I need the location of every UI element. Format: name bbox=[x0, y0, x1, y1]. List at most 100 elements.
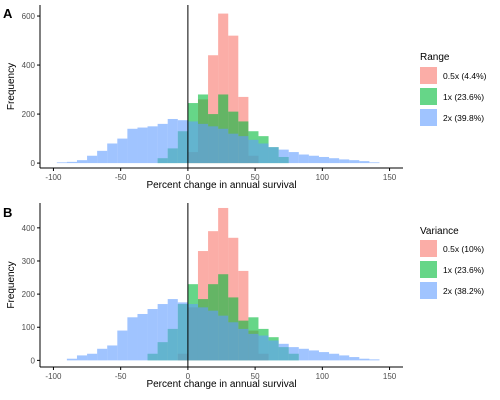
histogram-bar bbox=[208, 310, 219, 361]
histogram-bar bbox=[329, 158, 340, 164]
histogram-bar bbox=[228, 35, 239, 164]
x-tick-label: 50 bbox=[251, 372, 260, 381]
histogram-bar bbox=[97, 150, 108, 164]
histogram-bar bbox=[177, 302, 188, 361]
histogram-bar bbox=[298, 348, 309, 361]
y-tick-label: 0 bbox=[31, 159, 36, 168]
histogram-bar bbox=[308, 350, 319, 361]
histogram-bar bbox=[218, 13, 229, 164]
histogram-bar bbox=[218, 128, 229, 164]
y-tick-label: 200 bbox=[22, 290, 36, 299]
histogram-bar bbox=[197, 307, 209, 361]
histogram-bar bbox=[167, 299, 178, 361]
legend-label: 2x (39.8%) bbox=[443, 113, 484, 123]
histogram-bar bbox=[349, 160, 360, 164]
histogram-bar bbox=[76, 355, 88, 361]
histogram-bar bbox=[339, 355, 350, 361]
y-axis-title: Frequency bbox=[6, 63, 17, 110]
histogram-bar bbox=[278, 149, 289, 164]
histogram-bar bbox=[318, 352, 330, 361]
panel-label: A bbox=[3, 6, 13, 21]
legend-swatch bbox=[420, 109, 437, 126]
histogram-bar bbox=[107, 143, 118, 164]
histogram-bar bbox=[369, 162, 380, 164]
histogram-bar bbox=[238, 136, 249, 164]
x-tick-label: -100 bbox=[45, 173, 62, 182]
histogram-bar bbox=[278, 343, 289, 361]
histogram-bar bbox=[157, 304, 168, 361]
histogram-bar bbox=[268, 340, 279, 361]
histogram-bar bbox=[298, 154, 309, 164]
x-tick-label: 0 bbox=[186, 173, 191, 182]
histogram-bar bbox=[339, 159, 350, 164]
histogram-bar bbox=[117, 138, 128, 164]
histogram-bar bbox=[66, 358, 77, 361]
histogram-bar bbox=[76, 160, 88, 164]
x-tick-label: 0 bbox=[186, 372, 191, 381]
histogram-bar bbox=[66, 161, 77, 164]
x-axis-title: Percent change in annual survival bbox=[146, 379, 296, 390]
y-tick-label: 0 bbox=[31, 356, 36, 365]
histogram-bar bbox=[177, 120, 188, 164]
histogram-bar bbox=[87, 155, 98, 164]
histogram-bar bbox=[248, 139, 259, 164]
histogram-bar bbox=[288, 152, 299, 164]
histogram-bar bbox=[238, 270, 249, 361]
y-tick-label: 300 bbox=[22, 257, 36, 266]
histogram-bar bbox=[288, 347, 299, 361]
histogram-bar bbox=[197, 123, 209, 164]
histogram-bar bbox=[117, 330, 128, 361]
histogram-bar bbox=[268, 147, 279, 164]
legend-swatch bbox=[420, 240, 437, 257]
x-tick-label: 150 bbox=[383, 173, 397, 182]
x-tick-label: -50 bbox=[115, 372, 127, 381]
x-axis-title: Percent change in annual survival bbox=[146, 180, 296, 191]
histogram-bar bbox=[369, 359, 380, 361]
histogram-bar bbox=[187, 304, 198, 361]
histogram-bar bbox=[87, 353, 98, 361]
histogram-bar bbox=[137, 313, 148, 361]
legend-label: 2x (38.2%) bbox=[443, 286, 484, 296]
histogram-bar bbox=[359, 161, 370, 164]
legend-label: 1x (23.6%) bbox=[443, 92, 484, 102]
histogram-bar bbox=[228, 133, 239, 164]
histogram-bar bbox=[107, 345, 118, 361]
histogram-bar bbox=[167, 118, 178, 164]
legend-label: 0.5x (10%) bbox=[443, 244, 484, 254]
histogram-bar bbox=[147, 309, 158, 361]
x-tick-label: 50 bbox=[251, 173, 260, 182]
x-tick-label: -50 bbox=[115, 173, 127, 182]
legend-swatch bbox=[420, 88, 437, 105]
legend-title: Variance bbox=[420, 226, 459, 237]
panel-label: B bbox=[3, 205, 12, 220]
histogram-bar bbox=[349, 357, 360, 361]
legend-swatch bbox=[420, 282, 437, 299]
histogram-bar bbox=[318, 156, 330, 164]
x-tick-label: 100 bbox=[316, 173, 330, 182]
y-tick-label: 600 bbox=[22, 12, 36, 21]
histogram-bar bbox=[127, 128, 138, 164]
histogram-bar bbox=[187, 121, 198, 164]
histogram-bar bbox=[208, 126, 219, 164]
histogram-bar bbox=[248, 333, 259, 361]
histogram-bar bbox=[258, 335, 269, 361]
y-tick-label: 100 bbox=[22, 323, 36, 332]
legend-title: Range bbox=[420, 52, 450, 63]
legend-label: 0.5x (4.4%) bbox=[443, 71, 487, 81]
histogram-bar bbox=[238, 328, 249, 361]
legend-swatch bbox=[420, 261, 437, 278]
y-tick-label: 400 bbox=[22, 61, 36, 70]
histogram-bar bbox=[208, 55, 219, 164]
histogram-bar bbox=[157, 123, 168, 164]
histogram-bar bbox=[329, 353, 340, 361]
y-tick-label: 400 bbox=[22, 224, 36, 233]
y-tick-label: 200 bbox=[22, 110, 36, 119]
histogram-bar bbox=[127, 317, 138, 361]
legend-swatch bbox=[420, 67, 437, 84]
legend-label: 1x (23.6%) bbox=[443, 265, 484, 275]
x-tick-label: 100 bbox=[316, 372, 330, 381]
histogram-bar bbox=[97, 348, 108, 361]
histogram-bar bbox=[258, 143, 269, 164]
histogram-bar bbox=[218, 315, 229, 361]
